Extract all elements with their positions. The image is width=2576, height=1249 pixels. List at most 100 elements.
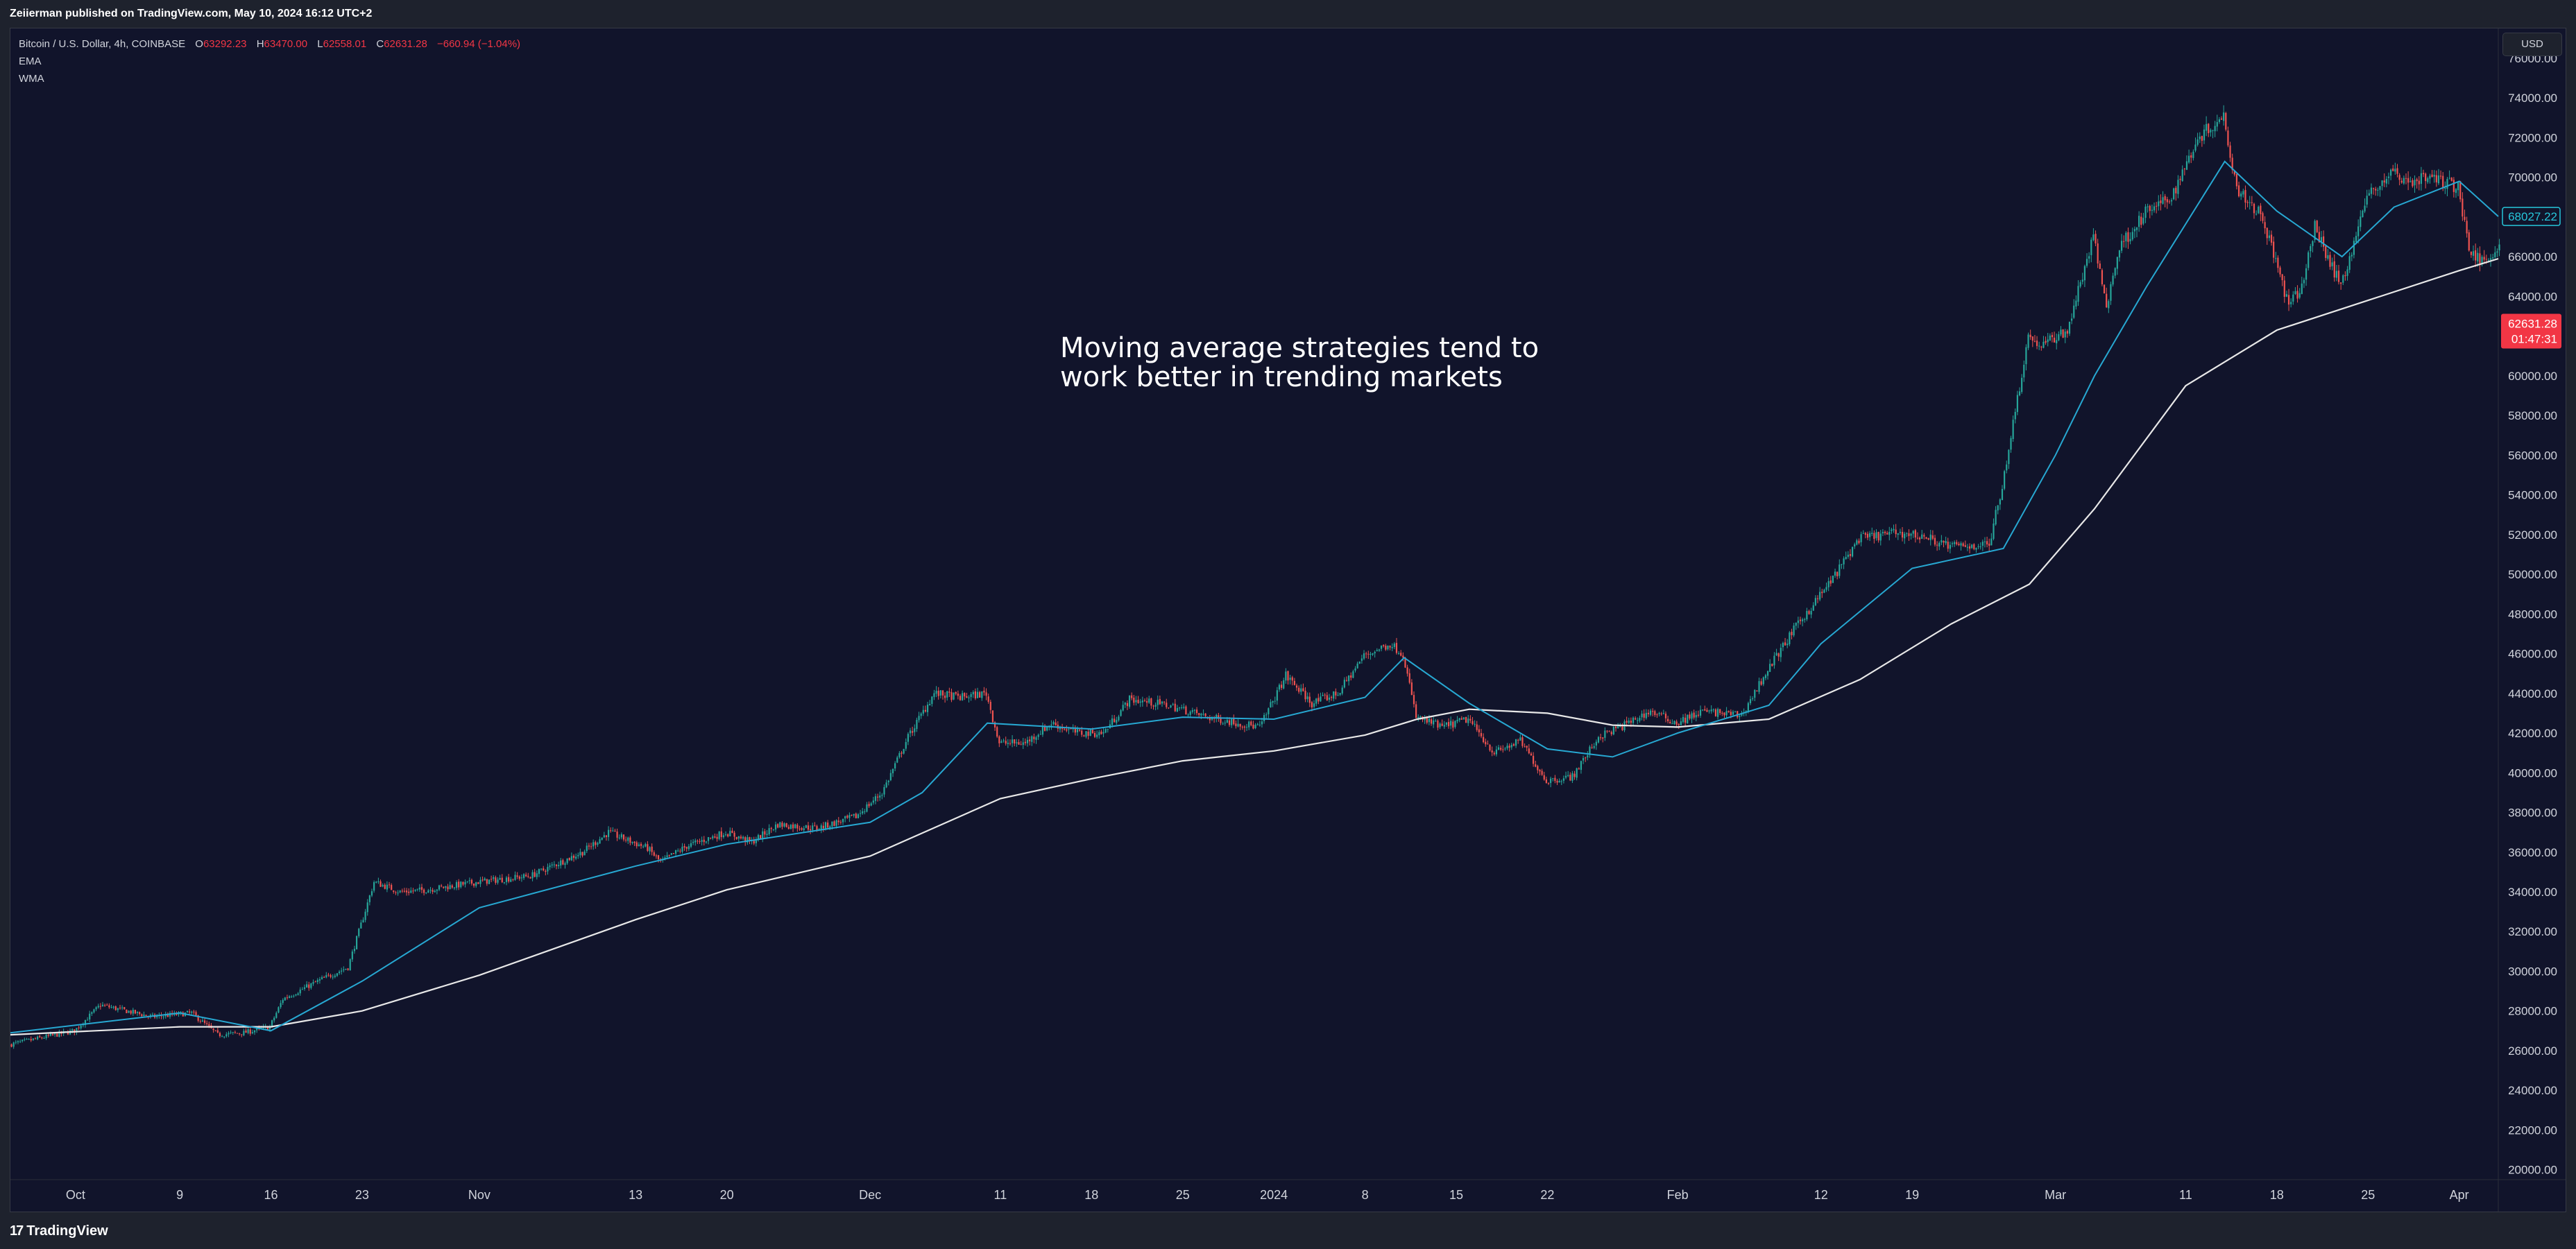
candle [282,998,284,1006]
candle [19,1039,22,1043]
y-tick-label: 64000.00 [2508,290,2557,303]
candle [1819,587,1821,601]
candle-body [993,722,996,728]
candle-body [1458,718,1460,721]
candle-body [962,693,964,700]
candle [99,1003,101,1010]
candle-body [67,1031,69,1035]
candle-body [2018,391,2021,396]
price-chart[interactable]: 20000.0022000.0024000.0026000.0028000.00… [10,28,2566,1212]
ema-line[interactable] [10,160,2499,1034]
candle [2188,149,2190,164]
candle [2498,239,2500,257]
candle-body [2308,252,2310,268]
candle [2021,374,2023,394]
candle [1645,709,1647,720]
candle [1222,721,1224,725]
candle-body [1758,681,1760,692]
candle-body [807,825,810,830]
candle [1716,707,1719,720]
candle [425,892,427,895]
candle [2103,284,2106,294]
candle [1567,770,1569,777]
candle-body [566,858,568,863]
x-tick-label: Apr [2450,1188,2469,1202]
candle [772,829,774,832]
candle [2075,295,2077,310]
candle-body [1931,535,1934,539]
candle-body [1408,673,1410,683]
wma-line[interactable] [10,257,2499,1036]
candle [655,854,658,859]
candle-body [924,709,927,712]
candle-body [1185,706,1187,714]
candle [1308,692,1311,707]
candle-body [950,692,953,700]
candle [488,879,491,884]
candle [106,1003,108,1006]
candle [1348,675,1350,686]
candle [104,1003,106,1007]
candle-body [2058,334,2060,341]
indicator-ema[interactable]: EMA [19,55,42,67]
candle [2400,178,2403,184]
candle-body [1695,714,1697,718]
candle-body [2120,241,2123,251]
candle-body [744,837,747,843]
candle-body [2429,175,2431,179]
candle-body [831,821,833,827]
candle [1721,711,1723,716]
candle-body [2405,178,2407,179]
candle-body [1091,730,1093,734]
candle-body [2097,243,2099,264]
candle-body [570,856,572,861]
candle [964,692,966,700]
candle-body [868,804,870,807]
candle-body [1360,658,1363,661]
candle-body [1966,546,1969,548]
candles[interactable] [10,105,2500,1049]
indicator-wma[interactable]: WMA [19,73,44,85]
candle [1326,692,1328,701]
candle [219,1031,221,1038]
candle-body [2455,189,2457,193]
currency-button[interactable]: USD [2502,33,2562,56]
candle-body [1181,707,1183,708]
candle-body [1714,709,1717,716]
chart-pane[interactable]: 20000.00 22000.00 24000.00 26000.00 28000.00… [10,28,2566,1212]
candle [34,1037,37,1040]
candle-body [104,1005,106,1006]
candle-body [1635,718,1637,720]
y-tick-label: 20000.00 [2508,1164,2557,1177]
chart-annotation[interactable]: Moving average strategies tend to work b… [1060,332,1539,393]
candle-body [306,984,308,988]
candle [1612,726,1614,736]
candle [1793,623,1795,637]
candle [1856,538,1858,546]
candle [1693,709,1695,720]
candle-body [851,814,853,816]
candle [464,879,466,888]
candle-body [607,829,610,837]
candle [1710,705,1712,714]
close-value: 62631.28 [384,38,427,50]
candle [423,888,425,896]
tradingview-brand[interactable]: 17 TradingView [10,1223,108,1239]
candle [2494,246,2496,259]
candle-body [568,857,570,861]
candle-body [987,696,989,702]
candle-body [186,1010,189,1013]
candle [1083,734,1085,737]
candle [2412,178,2414,188]
candle-body [423,889,425,893]
candle [1654,709,1656,717]
candle [403,888,406,893]
candle [221,1035,223,1037]
candle [119,1005,121,1010]
candle [1569,772,1571,782]
candle-body [1174,703,1176,712]
candle [805,825,807,829]
symbol-title[interactable]: Bitcoin / U.S. Dollar, 4h, COINBASE [19,38,186,50]
candle-body [388,884,391,886]
candle-body [486,879,488,884]
